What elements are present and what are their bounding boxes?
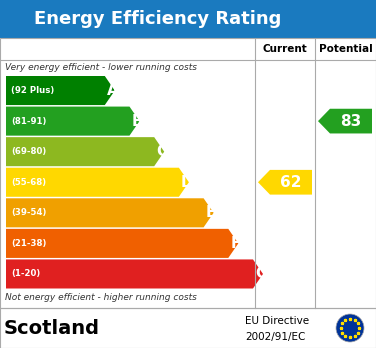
Text: Scotland: Scotland [4,318,100,338]
Polygon shape [6,198,214,227]
Text: 83: 83 [340,113,362,129]
Bar [0,0,376,38]
Text: (21-38): (21-38) [11,239,46,248]
Text: Not energy efficient - higher running costs: Not energy efficient - higher running co… [5,293,197,302]
Text: B: B [132,113,143,129]
Text: 62: 62 [280,175,302,190]
Text: A: A [107,83,118,98]
Polygon shape [6,76,115,105]
Text: EU Directive: EU Directive [245,316,309,326]
Text: (39-54): (39-54) [11,208,46,217]
Text: (69-80): (69-80) [11,147,46,156]
Text: (1-20): (1-20) [11,269,40,278]
Bar [0,308,376,348]
Text: E: E [206,205,216,220]
Text: (81-91): (81-91) [11,117,46,126]
Text: (92 Plus): (92 Plus) [11,86,54,95]
Polygon shape [6,106,139,136]
Text: Potential: Potential [318,44,372,54]
Text: F: F [230,236,241,251]
Polygon shape [6,229,238,258]
Bar [0,38,376,308]
Polygon shape [6,168,189,197]
Polygon shape [318,109,372,134]
Text: Current: Current [262,44,307,54]
Text: G: G [255,267,267,282]
Text: (55-68): (55-68) [11,178,46,187]
Polygon shape [6,259,263,288]
Text: C: C [156,144,167,159]
Text: Very energy efficient - lower running costs: Very energy efficient - lower running co… [5,63,197,72]
Circle shape [336,314,364,342]
Text: 2002/91/EC: 2002/91/EC [245,332,305,342]
Text: D: D [181,175,194,190]
Polygon shape [6,137,164,166]
Polygon shape [258,170,312,195]
Text: Energy Efficiency Rating: Energy Efficiency Rating [34,10,282,28]
